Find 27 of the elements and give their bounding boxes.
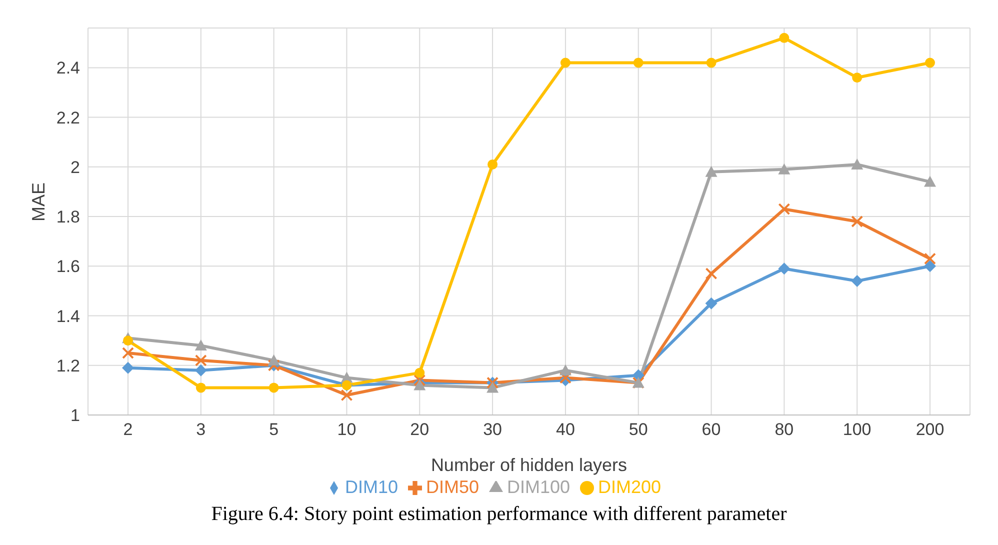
y-tick-label: 1.4 bbox=[56, 306, 80, 326]
legend-label: DIM10 bbox=[344, 477, 398, 497]
x-tick-label: 40 bbox=[556, 420, 575, 440]
x-tick-label: 10 bbox=[337, 420, 356, 440]
x-tick-label: 2 bbox=[123, 420, 133, 440]
x-tick-label: 20 bbox=[410, 420, 430, 440]
y-tick-label: 2.4 bbox=[56, 58, 80, 78]
x-tick-label: 80 bbox=[774, 420, 794, 440]
y-tick-label: 2 bbox=[70, 158, 80, 177]
legend-label: DIM100 bbox=[506, 477, 570, 497]
x-tick-label: 60 bbox=[702, 420, 721, 440]
y-tick-label: 1.6 bbox=[56, 257, 80, 276]
y-tick-label: 1.8 bbox=[56, 208, 80, 227]
legend-label: DIM200 bbox=[598, 477, 662, 497]
legend-label: DIM50 bbox=[426, 477, 479, 497]
x-tick-label: 50 bbox=[628, 420, 648, 440]
x-tick-label: 5 bbox=[269, 420, 279, 440]
y-tick-label: 2.2 bbox=[56, 108, 80, 128]
x-tick-label: 200 bbox=[916, 420, 944, 440]
y-tick-label: 1.2 bbox=[56, 356, 80, 376]
x-tick-label: 3 bbox=[196, 420, 206, 440]
y-tick-label: 1 bbox=[70, 406, 80, 426]
y-axis-title: MAE bbox=[28, 182, 48, 222]
x-axis-title: Number of hidden layers bbox=[430, 455, 628, 475]
x-tick-label: 30 bbox=[483, 420, 502, 440]
caption: Figure 6.4: Story point estimation performance with different parameter bbox=[210, 503, 788, 526]
x-tick-label: 100 bbox=[842, 420, 872, 440]
